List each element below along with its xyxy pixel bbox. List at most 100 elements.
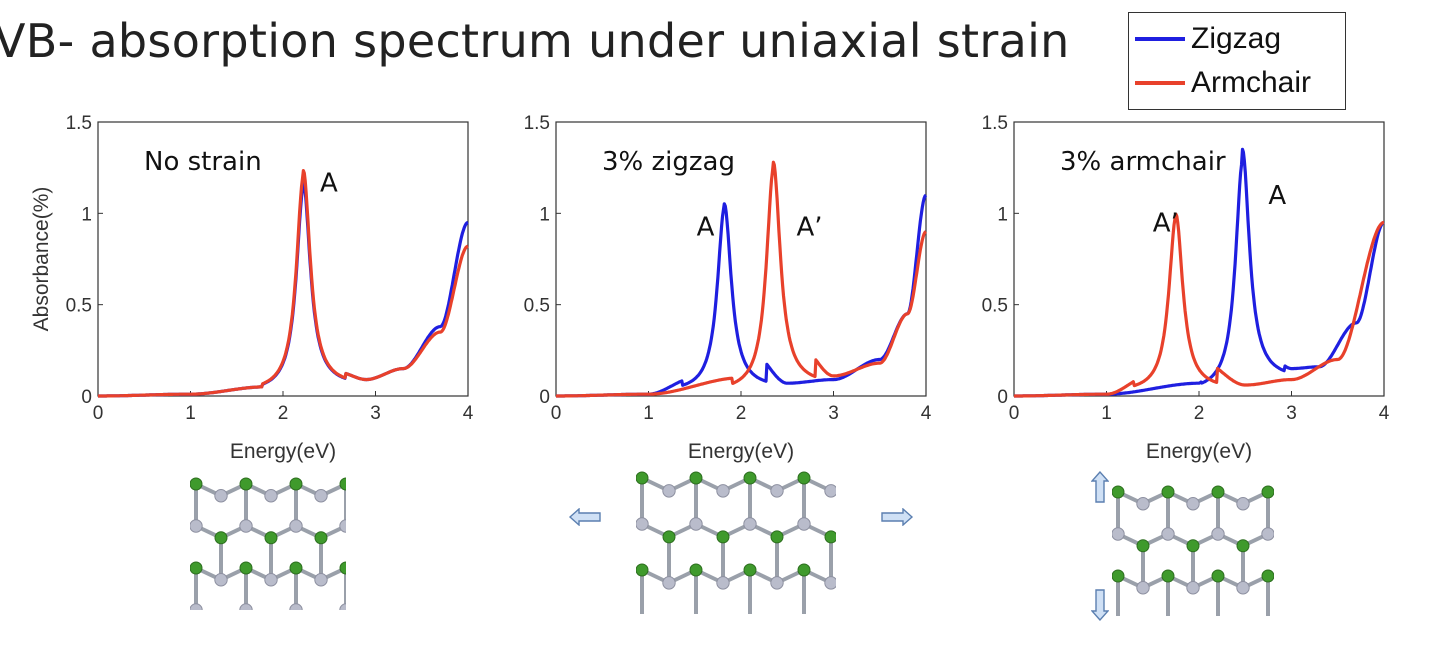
lattice-bonds	[640, 476, 833, 614]
series-line-armchair	[555, 160, 927, 398]
atom-gray	[1236, 497, 1250, 511]
y-tick-label: 0.5	[66, 296, 92, 317]
atom-gray	[797, 517, 811, 531]
atom-gray	[289, 519, 303, 533]
atom-gray	[689, 517, 703, 531]
x-tick-label: 2	[278, 403, 289, 424]
lattice-atoms	[1112, 485, 1274, 595]
atom-gray	[636, 517, 649, 531]
y-tick-label: 0.5	[524, 296, 550, 317]
plot-frame	[1013, 121, 1385, 397]
atom-gray	[239, 603, 253, 610]
x-tick-label: 2	[736, 403, 747, 424]
atom-green	[1261, 485, 1274, 499]
slide-title: VB- absorption spectrum under uniaxial s…	[0, 14, 1070, 68]
atom-gray	[1261, 527, 1274, 541]
x-tick-label: 0	[93, 403, 104, 424]
atom-gray	[339, 519, 346, 533]
atom-gray	[716, 576, 730, 590]
x-tick-label: 1	[643, 403, 654, 424]
atom-green	[289, 477, 303, 491]
x-tick-label: 3	[828, 403, 839, 424]
atom-green	[743, 563, 757, 577]
atom-green	[239, 477, 253, 491]
y-tick-label: 1	[997, 204, 1008, 225]
absorbance-chart-armchair-strain: 0 1 2 3 4 0 0.5 1 1.5 Energy(eV) 3% armchair A’ A	[982, 113, 1390, 463]
atom-gray	[1211, 527, 1225, 541]
legend-item-zigzag: Zigzag	[1135, 19, 1281, 59]
series-line-armchair	[1013, 212, 1385, 398]
atom-gray	[264, 489, 278, 503]
peak-label: A’	[797, 212, 823, 242]
atom-green	[636, 563, 649, 577]
x-tick-label: 2	[1194, 403, 1205, 424]
atom-green	[636, 471, 649, 485]
lattice-group	[190, 477, 346, 610]
peak-label: A’	[1153, 209, 1179, 239]
x-tick-label: 3	[370, 403, 381, 424]
lattice-atoms	[190, 477, 346, 610]
x-axis-label: Energy(eV)	[1146, 440, 1252, 463]
strain-arrow-left-icon	[568, 508, 601, 526]
strain-arrow-up-icon	[1091, 470, 1109, 503]
atom-green	[1211, 569, 1225, 583]
y-tick-label: 1	[81, 204, 92, 225]
atom-gray	[239, 519, 253, 533]
legend-swatch-zigzag	[1135, 37, 1185, 41]
x-axis-label: Energy(eV)	[688, 440, 794, 463]
plot-frame	[97, 121, 469, 397]
strain-arrow-right-icon	[881, 508, 914, 526]
lattice-group	[1112, 485, 1274, 616]
atom-gray	[824, 484, 836, 498]
y-tick-label: 0.5	[982, 296, 1008, 317]
atom-green	[797, 563, 811, 577]
strain-arrow-down-icon	[1091, 589, 1109, 622]
atom-gray	[1186, 497, 1200, 511]
atom-gray	[190, 519, 203, 533]
atom-gray	[264, 573, 278, 587]
chart-panel-armchair-strain: 0 1 2 3 4 0 0.5 1 1.5 Energy(eV) 3% armchair A’ A	[936, 112, 1396, 472]
lattice-structure-no-strain	[190, 477, 346, 610]
atom-gray	[289, 603, 303, 610]
y-tick-label: 1.5	[982, 113, 1008, 134]
atom-green	[689, 471, 703, 485]
x-tick-label: 4	[1379, 403, 1390, 424]
atom-green	[1161, 569, 1175, 583]
atom-green	[1261, 569, 1274, 583]
legend-label-zigzag: Zigzag	[1191, 22, 1282, 55]
atom-green	[1136, 539, 1150, 553]
lattice-atoms	[636, 471, 836, 590]
atom-green	[264, 531, 278, 545]
x-axis-label: Energy(eV)	[230, 440, 336, 463]
atom-green	[1161, 485, 1175, 499]
atom-gray	[1161, 527, 1175, 541]
atom-green	[1112, 485, 1125, 499]
lattice-structure-armchair-strain	[1112, 485, 1274, 616]
atom-gray	[214, 573, 228, 587]
atom-gray	[716, 484, 730, 498]
peak-label: A	[697, 212, 715, 242]
y-tick-label: 1.5	[524, 113, 550, 134]
panel-annotation: 3% zigzag	[602, 147, 735, 177]
peak-label: A	[1268, 181, 1286, 211]
chart-panel-no-strain: 0 1 2 3 4 0 0.5 1 1.5 Energy(eV) Absorbance(%) No s…	[20, 112, 480, 472]
atom-green	[339, 477, 346, 491]
atom-gray	[190, 603, 203, 610]
y-tick-label: 0	[997, 387, 1008, 408]
atom-gray	[339, 603, 346, 610]
atom-gray	[824, 576, 836, 590]
atom-gray	[770, 484, 784, 498]
atom-gray	[214, 489, 228, 503]
atom-green	[214, 531, 228, 545]
lattice-group	[636, 471, 836, 614]
lattice-bonds	[1116, 490, 1270, 616]
atom-green	[743, 471, 757, 485]
atom-green	[289, 561, 303, 575]
atom-green	[797, 471, 811, 485]
atom-green	[314, 531, 328, 545]
y-tick-label: 0	[81, 387, 92, 408]
x-tick-label: 1	[1101, 403, 1112, 424]
atom-green	[190, 477, 203, 491]
atom-green	[339, 561, 346, 575]
atom-green	[239, 561, 253, 575]
